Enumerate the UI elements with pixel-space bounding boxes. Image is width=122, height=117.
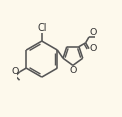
Text: O: O bbox=[90, 44, 97, 53]
Text: O: O bbox=[69, 66, 77, 75]
Text: Cl: Cl bbox=[37, 23, 47, 33]
Text: O: O bbox=[12, 67, 19, 76]
Text: O: O bbox=[89, 28, 97, 37]
